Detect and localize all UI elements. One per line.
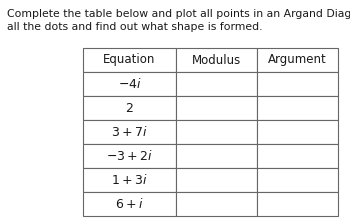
- Bar: [83, 144, 176, 168]
- Text: Equation: Equation: [103, 53, 156, 67]
- Bar: [257, 168, 338, 192]
- Text: Complete the table below and plot all points in an Argand Diagram. Connect: Complete the table below and plot all po…: [7, 9, 350, 19]
- Bar: [257, 144, 338, 168]
- Text: $-3 + 2i$: $-3 + 2i$: [106, 149, 153, 163]
- Text: Modulus: Modulus: [192, 53, 241, 67]
- Bar: [257, 96, 338, 120]
- Text: $2$: $2$: [125, 101, 134, 115]
- Text: Argument: Argument: [268, 53, 327, 67]
- Bar: [176, 120, 257, 144]
- Text: all the dots and find out what shape is formed.: all the dots and find out what shape is …: [7, 22, 262, 32]
- Bar: [83, 72, 176, 96]
- Bar: [176, 72, 257, 96]
- Bar: [83, 120, 176, 144]
- Bar: [257, 72, 338, 96]
- Bar: [83, 168, 176, 192]
- Bar: [176, 48, 257, 72]
- Bar: [176, 96, 257, 120]
- Text: $1 + 3i$: $1 + 3i$: [111, 173, 148, 187]
- Bar: [257, 120, 338, 144]
- Bar: [257, 192, 338, 216]
- Bar: [257, 48, 338, 72]
- Text: $6 + i$: $6 + i$: [115, 197, 144, 211]
- Bar: [176, 144, 257, 168]
- Bar: [83, 48, 176, 72]
- Text: $-4i$: $-4i$: [118, 77, 141, 91]
- Bar: [83, 96, 176, 120]
- Bar: [176, 192, 257, 216]
- Bar: [176, 168, 257, 192]
- Bar: [83, 192, 176, 216]
- Text: $3 + 7i$: $3 + 7i$: [111, 125, 148, 139]
